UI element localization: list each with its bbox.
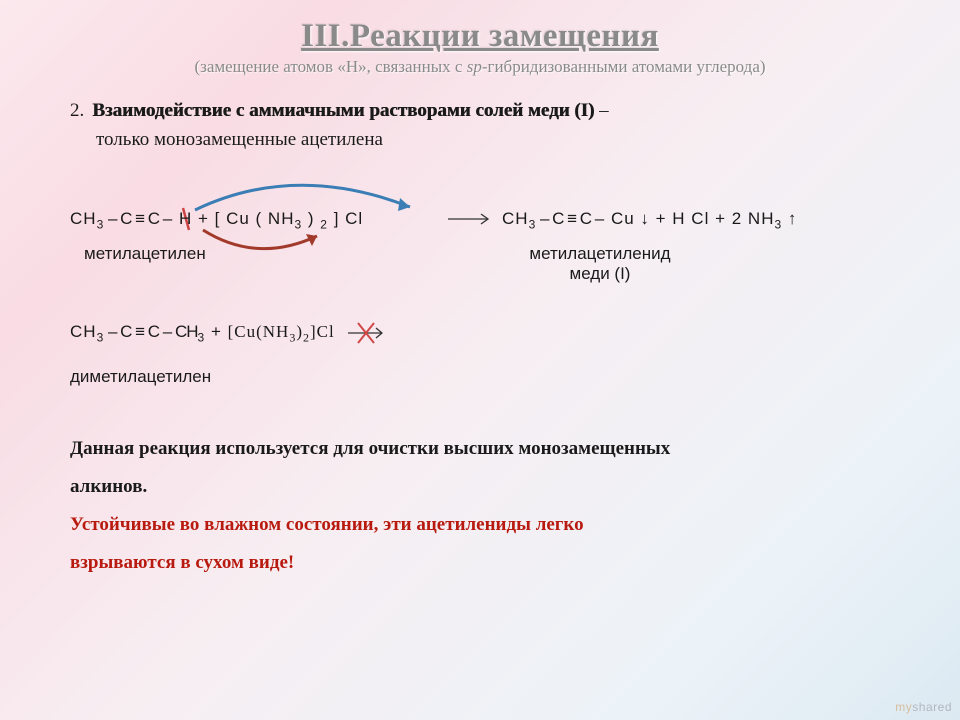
section-heading: 2. Взаимодействие с аммиачными растворами… bbox=[70, 97, 890, 154]
heading-line2: только монозамещенные ацетилена bbox=[96, 129, 383, 150]
note-line2: алкинов. bbox=[70, 468, 890, 506]
title-subtitle: (замещение атомов «Н», связанных с sp-ги… bbox=[70, 57, 890, 77]
heading-bold: Взаимодействие с аммиачными растворами с… bbox=[92, 100, 594, 121]
watermark: myshared bbox=[895, 700, 952, 714]
title-roman: III. bbox=[301, 18, 350, 54]
title-text: Реакции замещения bbox=[350, 18, 659, 54]
label-dimethylacetylene: диметилацетилен bbox=[70, 367, 890, 387]
label-product: метилацетиленид меди (I) bbox=[510, 244, 690, 284]
slide-title: III.Реакции замещения (замещение атомов … bbox=[70, 18, 890, 77]
mechanism-arrows bbox=[70, 172, 890, 292]
sub-pre: (замещение атомов «Н», связанных с bbox=[194, 57, 466, 76]
crossed-arrow-icon bbox=[346, 326, 388, 340]
reaction-2: CH3 – C ≡ C – CH3 + [Cu(NH3)2]Cl диметил… bbox=[70, 322, 890, 412]
note-line4: взрываются в сухом виде! bbox=[70, 544, 890, 582]
label-methylacetylene: метилацетилен bbox=[84, 244, 206, 264]
heading-number: 2. bbox=[70, 100, 84, 121]
eq1-rhs: CH3 – C ≡ C – Cu ↓ + H Cl + 2 NH3 ↑ bbox=[502, 209, 797, 231]
heading-tail: – bbox=[594, 100, 608, 121]
sub-sp: sp bbox=[467, 57, 482, 76]
title-main: III.Реакции замещения bbox=[70, 18, 890, 55]
notes: Данная реакция используется для очистки … bbox=[70, 430, 890, 582]
reaction-1: CH3 – C ≡ C – H + [ Cu ( NH3 ) 2 ] Cl CH… bbox=[70, 172, 890, 292]
note-line1: Данная реакция используется для очистки … bbox=[70, 430, 890, 468]
note-line3: Устойчивые во влажном состоянии, эти аце… bbox=[70, 506, 890, 544]
eq2: CH3 – C ≡ C – CH3 + [Cu(NH3)2]Cl bbox=[70, 322, 890, 345]
eq1-lhs: CH3 – C ≡ C – H + [ Cu ( NH3 ) 2 ] Cl bbox=[70, 209, 363, 231]
sub-post: -гибридизованными атомами углерода) bbox=[482, 57, 766, 76]
